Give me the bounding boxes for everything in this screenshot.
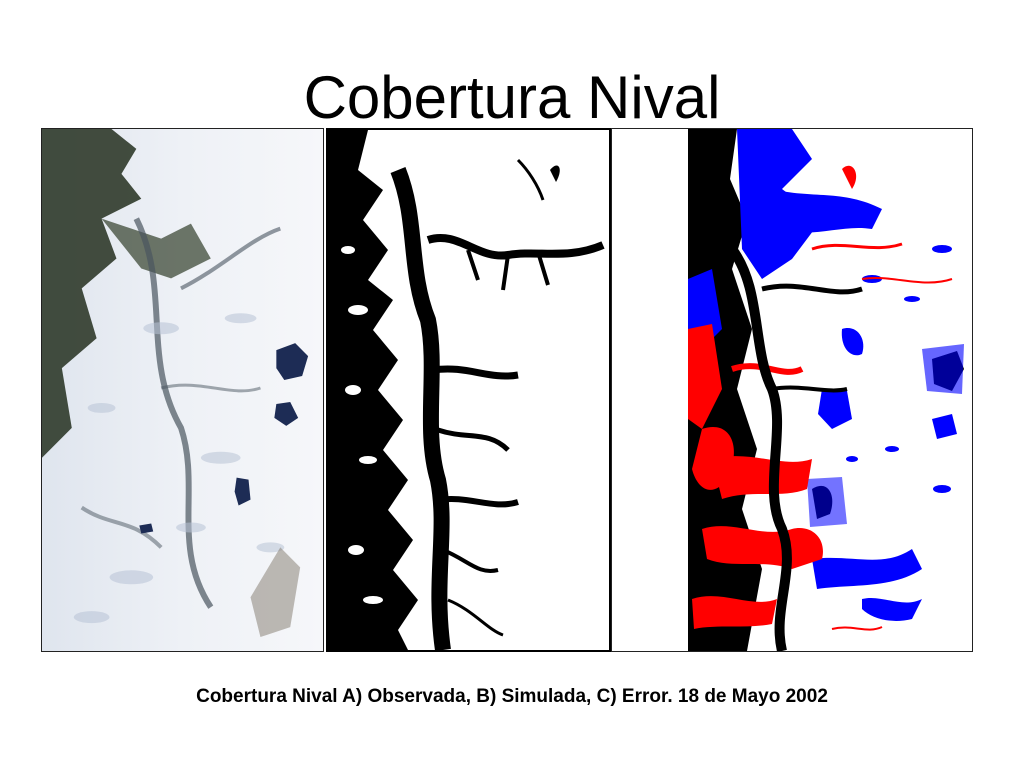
- error-map-image: [612, 129, 972, 651]
- slide-title: Cobertura Nival: [303, 64, 721, 131]
- figure-caption: Cobertura Nival A) Observada, B) Simulad…: [196, 686, 828, 707]
- observed-satellite-map: [42, 129, 323, 651]
- error-map: [611, 128, 973, 652]
- snow-cover-figure: [41, 128, 973, 652]
- simulated-snow-map-image: [328, 130, 609, 650]
- simulated-snow-map: [326, 128, 611, 652]
- observed-satellite-image: [41, 128, 324, 652]
